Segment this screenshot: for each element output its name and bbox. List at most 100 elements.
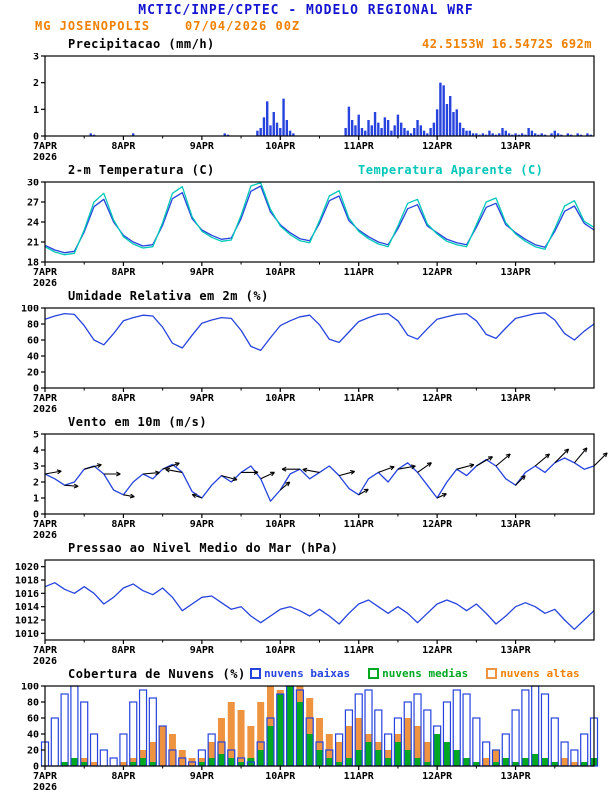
svg-text:13APR: 13APR: [501, 393, 532, 404]
svg-text:7APR: 7APR: [33, 393, 58, 404]
svg-text:2026: 2026: [33, 782, 57, 792]
svg-text:8APR: 8APR: [111, 267, 136, 278]
svg-text:2: 2: [33, 78, 39, 89]
svg-text:12APR: 12APR: [422, 771, 453, 782]
panel-clouds: Cobertura de Nuvens (%) nuvens baixas nu…: [0, 666, 612, 792]
svg-text:80: 80: [27, 698, 39, 709]
svg-text:7APR: 7APR: [33, 519, 58, 530]
svg-text:1018: 1018: [15, 576, 39, 587]
svg-text:11APR: 11APR: [344, 771, 375, 782]
nuvens-baixas-swatch-icon: [250, 668, 261, 679]
svg-text:12APR: 12APR: [422, 519, 453, 530]
svg-text:12APR: 12APR: [422, 393, 453, 404]
cloud-legend: nuvens baixas nuvens medias nuvens altas: [250, 667, 580, 680]
svg-text:10APR: 10APR: [265, 267, 296, 278]
svg-text:7APR: 7APR: [33, 141, 58, 152]
svg-text:8APR: 8APR: [111, 645, 136, 656]
nuvens-altas-label: nuvens altas: [500, 667, 580, 680]
svg-text:80: 80: [27, 320, 39, 331]
svg-text:0: 0: [33, 762, 39, 773]
panel-title-precipitation: Precipitacao (mm/h): [68, 37, 215, 51]
svg-text:8APR: 8APR: [111, 771, 136, 782]
panel-precipitation: Precipitacao (mm/h) 42.5153W 16.5472S 69…: [0, 36, 612, 162]
panel-pressure-title-row: Pressao ao Nivel Medio do Mar (hPa): [0, 540, 612, 557]
svg-text:11APR: 11APR: [344, 267, 375, 278]
svg-text:1: 1: [33, 494, 39, 505]
svg-text:0: 0: [33, 132, 39, 143]
panel-title-temperature: 2-m Temperatura (C): [68, 163, 215, 177]
nuvens-altas-swatch-icon: [486, 668, 498, 679]
header: MCTIC/INPE/CPTEC - MODELO REGIONAL WRF M…: [0, 0, 612, 36]
svg-text:100: 100: [21, 305, 39, 315]
svg-text:11APR: 11APR: [344, 645, 375, 656]
panel-temperature-title-row: 2-m Temperatura (C) Temperatura Aparente…: [0, 162, 612, 179]
panel-title-clouds: Cobertura de Nuvens (%): [68, 667, 246, 681]
svg-text:2026: 2026: [33, 404, 57, 414]
svg-text:10APR: 10APR: [265, 645, 296, 656]
panel-clouds-title-row: Cobertura de Nuvens (%) nuvens baixas nu…: [0, 666, 612, 683]
svg-text:2026: 2026: [33, 278, 57, 288]
panel-temperature: 2-m Temperatura (C) Temperatura Aparente…: [0, 162, 612, 288]
nuvens-medias-label: nuvens medias: [382, 667, 469, 680]
panel-humidity-title-row: Umidade Relativa em 2m (%): [0, 288, 612, 305]
svg-text:9APR: 9APR: [190, 393, 215, 404]
svg-text:9APR: 9APR: [190, 141, 215, 152]
svg-text:27: 27: [27, 198, 39, 209]
svg-text:1014: 1014: [15, 602, 39, 613]
svg-text:7APR: 7APR: [33, 771, 58, 782]
svg-text:1012: 1012: [15, 616, 39, 627]
svg-text:40: 40: [27, 352, 39, 363]
panel-pressure: Pressao ao Nivel Medio do Mar (hPa) 1010…: [0, 540, 612, 666]
svg-text:11APR: 11APR: [344, 393, 375, 404]
svg-text:8APR: 8APR: [111, 141, 136, 152]
svg-text:1020: 1020: [15, 562, 39, 573]
svg-text:60: 60: [27, 336, 39, 347]
svg-text:30: 30: [27, 179, 39, 189]
panel-wind-title-row: Vento em 10m (m/s): [0, 414, 612, 431]
svg-text:0: 0: [33, 510, 39, 521]
svg-text:9APR: 9APR: [190, 771, 215, 782]
svg-text:1: 1: [33, 105, 39, 116]
svg-text:10APR: 10APR: [265, 393, 296, 404]
svg-text:11APR: 11APR: [344, 519, 375, 530]
svg-text:40: 40: [27, 730, 39, 741]
svg-text:5: 5: [33, 431, 39, 441]
panel-title-humidity: Umidade Relativa em 2m (%): [68, 289, 269, 303]
svg-text:13APR: 13APR: [501, 141, 532, 152]
legend-nuvens-medias: nuvens medias: [368, 667, 468, 680]
svg-text:11APR: 11APR: [344, 141, 375, 152]
station-coordinates: 42.5153W 16.5472S 692m: [422, 37, 592, 51]
svg-text:10APR: 10APR: [265, 519, 296, 530]
header-sub-row: MG JOSENOPOLIS 07/04/2026 00Z: [0, 18, 612, 34]
nuvens-baixas-label: nuvens baixas: [264, 667, 351, 680]
svg-text:10APR: 10APR: [265, 141, 296, 152]
svg-text:9APR: 9APR: [190, 519, 215, 530]
svg-text:12APR: 12APR: [422, 267, 453, 278]
svg-text:2026: 2026: [33, 530, 57, 540]
svg-text:3: 3: [33, 53, 39, 63]
svg-text:2026: 2026: [33, 152, 57, 162]
svg-text:18: 18: [27, 258, 39, 269]
svg-text:13APR: 13APR: [501, 645, 532, 656]
svg-text:9APR: 9APR: [190, 645, 215, 656]
svg-text:13APR: 13APR: [501, 519, 532, 530]
svg-text:20: 20: [27, 368, 39, 379]
legend-nuvens-baixas: nuvens baixas: [250, 667, 350, 680]
svg-text:8APR: 8APR: [111, 519, 136, 530]
panel-title-wind: Vento em 10m (m/s): [68, 415, 208, 429]
panel-precipitation-title-row: Precipitacao (mm/h) 42.5153W 16.5472S 69…: [0, 36, 612, 53]
svg-text:13APR: 13APR: [501, 771, 532, 782]
svg-text:9APR: 9APR: [190, 267, 215, 278]
svg-text:21: 21: [27, 238, 39, 249]
run-datetime: 07/04/2026 00Z: [185, 19, 301, 33]
svg-text:7APR: 7APR: [33, 267, 58, 278]
svg-text:0: 0: [33, 384, 39, 395]
svg-text:100: 100: [21, 683, 39, 693]
svg-text:20: 20: [27, 746, 39, 757]
station-name: MG JOSENOPOLIS: [35, 19, 151, 33]
